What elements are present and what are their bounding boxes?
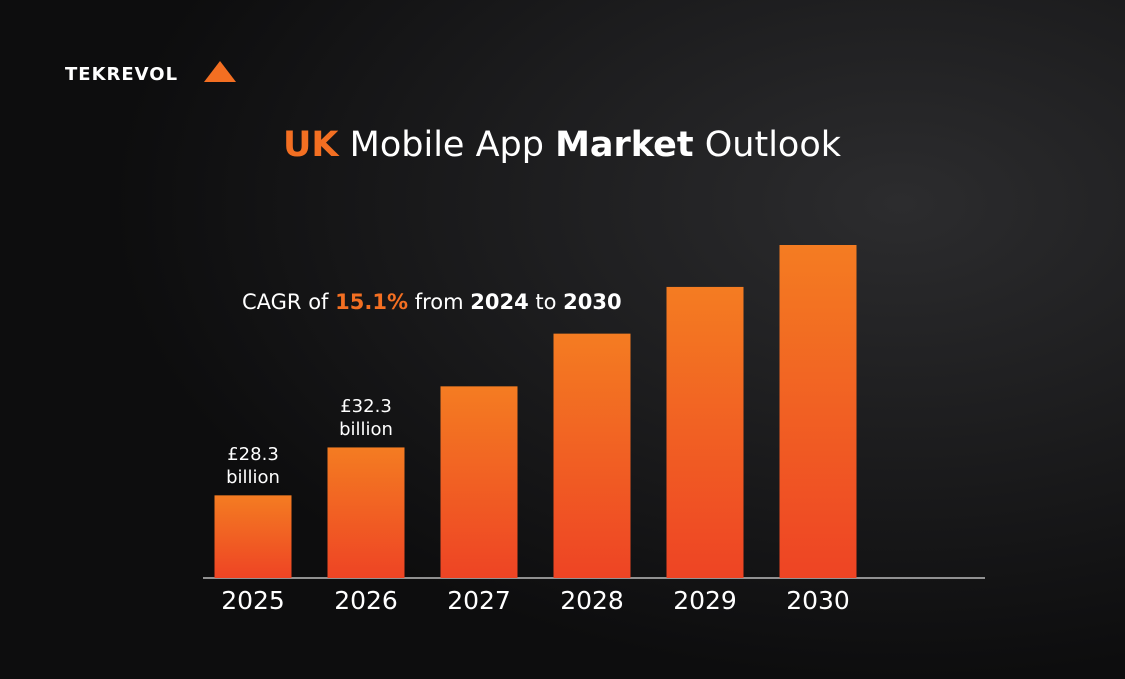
brand-logo: TEKREVOL bbox=[65, 64, 178, 85]
value-label: £28.3 billion bbox=[226, 444, 280, 489]
bar bbox=[553, 333, 631, 578]
x-tick-label: 2026 bbox=[334, 586, 398, 615]
logo-icon bbox=[204, 61, 236, 82]
x-tick-label: 2029 bbox=[673, 586, 737, 615]
annotation-part: 2024 bbox=[470, 290, 528, 314]
annotation-part: to bbox=[535, 290, 556, 314]
annotation-part: 2030 bbox=[563, 290, 621, 314]
chart-title: UK Mobile App Market Outlook bbox=[283, 125, 842, 165]
bar bbox=[666, 286, 744, 578]
bar bbox=[214, 495, 292, 578]
value-label-box: £28.3 billion bbox=[226, 444, 280, 489]
annotation-part: 15.1% bbox=[335, 290, 408, 314]
title-part: UK bbox=[283, 125, 340, 165]
annotation-part: from bbox=[415, 290, 464, 314]
annotation: CAGR of 15.1% from 2024 to 2030 bbox=[242, 290, 622, 314]
bar bbox=[779, 245, 857, 578]
x-tick-label: 2025 bbox=[221, 586, 285, 615]
x-tick-label: 2027 bbox=[447, 586, 511, 615]
title-part: Market bbox=[555, 125, 694, 165]
title-part: Mobile App bbox=[350, 125, 544, 165]
bar bbox=[327, 447, 405, 578]
annotation-part: CAGR of bbox=[242, 290, 329, 314]
value-label-box: £32.3 billion bbox=[339, 396, 393, 441]
x-tick-label: 2028 bbox=[560, 586, 624, 615]
value-label: £32.3 billion bbox=[339, 396, 393, 441]
title-part: Outlook bbox=[705, 125, 842, 165]
bar bbox=[440, 386, 518, 578]
x-tick-label: 2030 bbox=[786, 586, 850, 615]
